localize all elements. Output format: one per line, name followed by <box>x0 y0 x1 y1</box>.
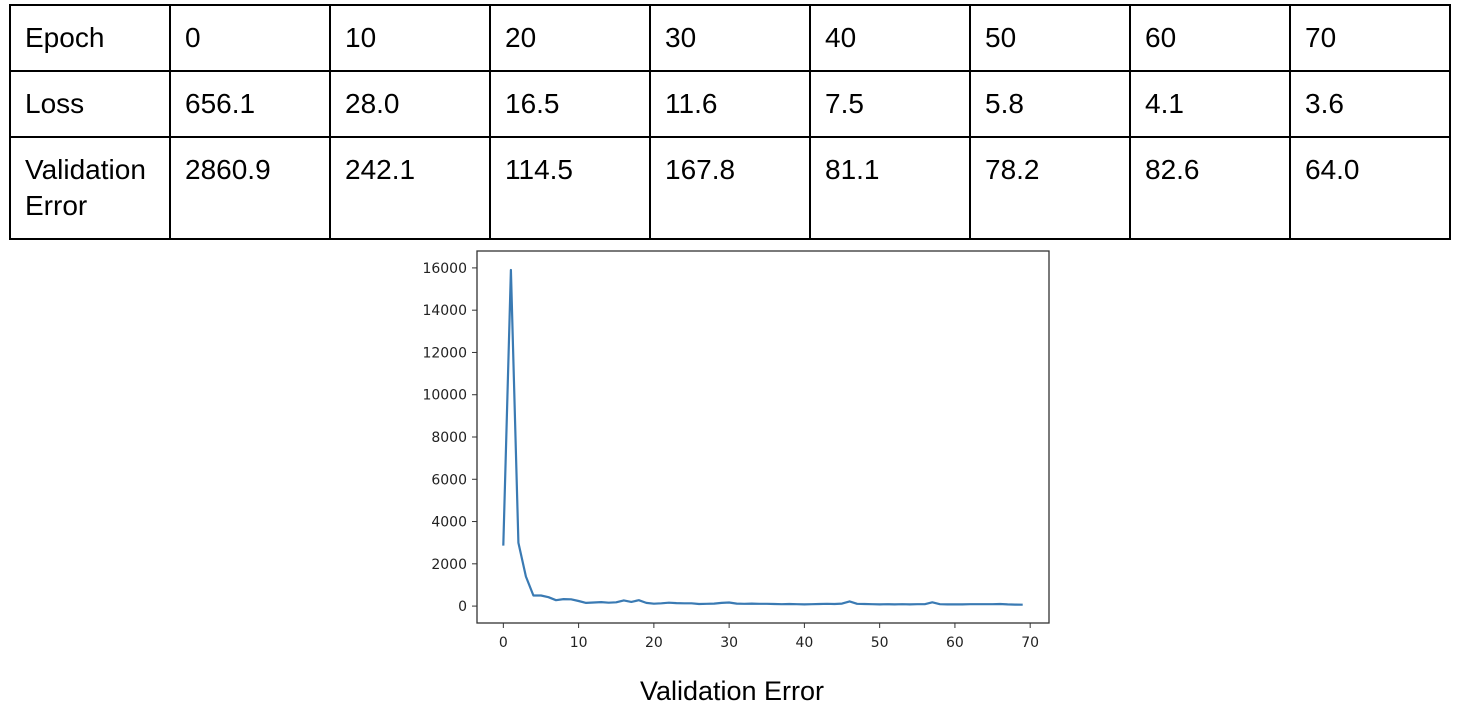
table-cell: 10 <box>329 4 491 72</box>
table-row: Loss 656.1 28.0 16.5 11.6 7.5 5.8 4.1 3.6 <box>9 70 1451 138</box>
table-cell: 5.8 <box>969 70 1131 138</box>
table-cell: 40 <box>809 4 971 72</box>
table-cell: 70 <box>1289 4 1451 72</box>
y-tick-label: 4000 <box>431 515 467 531</box>
series-line-validation-error <box>502 268 1023 606</box>
row-header: Loss <box>9 70 171 138</box>
table-cell: 7.5 <box>809 70 971 138</box>
x-tick-label: 70 <box>1021 635 1039 651</box>
table-cell: 16.5 <box>489 70 651 138</box>
x-tick-label: 0 <box>499 635 508 651</box>
chart-caption: Validation Error <box>639 676 825 706</box>
x-tick-label: 20 <box>645 635 663 651</box>
table-cell: 78.2 <box>969 136 1131 240</box>
table-cell: 242.1 <box>329 136 491 240</box>
table-cell: 4.1 <box>1129 70 1291 138</box>
y-tick-label: 16000 <box>422 261 467 277</box>
table-cell: 0 <box>169 4 331 72</box>
table-row: Epoch 0 10 20 30 40 50 60 70 <box>9 4 1451 72</box>
table-cell: 81.1 <box>809 136 971 240</box>
x-tick-label: 40 <box>795 635 813 651</box>
table-cell: 656.1 <box>169 70 331 138</box>
table-cell: 114.5 <box>489 136 651 240</box>
row-header: Epoch <box>9 4 171 72</box>
row-header: Validation Error <box>9 136 171 240</box>
table-cell: 50 <box>969 4 1131 72</box>
metrics-table: Epoch 0 10 20 30 40 50 60 70 Loss 656.1 28.0 16.5 11.… <box>9 4 1451 240</box>
table-cell: 60 <box>1129 4 1291 72</box>
y-tick-label: 0 <box>458 599 467 615</box>
y-tick-label: 12000 <box>422 345 467 361</box>
table-cell: 20 <box>489 4 651 72</box>
table-row: Validation Error 2860.9 242.1 114.5 167.8 81.… <box>9 136 1451 240</box>
table-cell: 28.0 <box>329 70 491 138</box>
y-tick-label: 10000 <box>422 388 467 404</box>
x-tick-label: 30 <box>720 635 738 651</box>
table-cell: 3.6 <box>1289 70 1451 138</box>
y-tick-label: 14000 <box>422 303 467 319</box>
table-cell: 167.8 <box>649 136 811 240</box>
plot-frame <box>476 250 1050 624</box>
table-cell: 64.0 <box>1289 136 1451 240</box>
y-tick-label: 2000 <box>431 557 467 573</box>
y-tick-label: 8000 <box>431 430 467 446</box>
x-tick-label: 10 <box>570 635 588 651</box>
table-cell: 11.6 <box>649 70 811 138</box>
x-tick-label: 60 <box>946 635 964 651</box>
table-cell: 30 <box>649 4 811 72</box>
table-cell: 2860.9 <box>169 136 331 240</box>
table-cell: 82.6 <box>1129 136 1291 240</box>
y-tick-label: 6000 <box>431 472 467 488</box>
x-tick-label: 50 <box>871 635 889 651</box>
